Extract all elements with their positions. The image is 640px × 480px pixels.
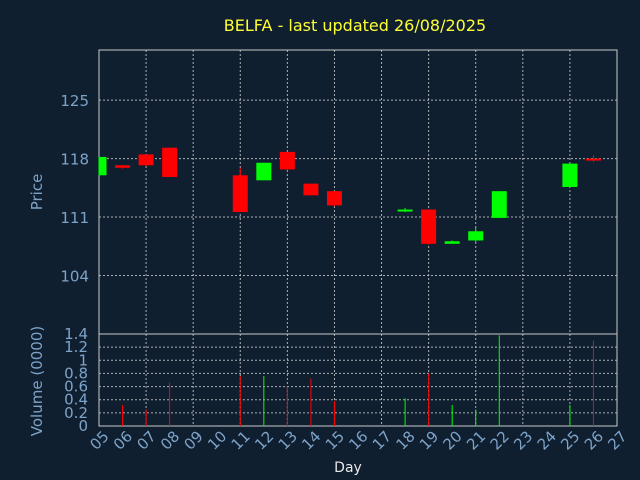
chart-title: BELFA - last updated 26/08/2025 <box>224 16 486 35</box>
candle-body <box>232 175 248 213</box>
x-axis-ticks: 0506070809101112131415161718192021222324… <box>86 427 630 453</box>
candle-body <box>585 158 601 161</box>
x-tick-label: 26 <box>581 427 607 453</box>
candle-body <box>256 162 272 181</box>
volume-tick-label: 0.6 <box>64 378 88 396</box>
volume-tick-label: 1.2 <box>64 338 88 356</box>
candle-body <box>491 191 507 218</box>
x-tick-label: 25 <box>557 427 583 453</box>
candle-body <box>326 191 342 206</box>
volume-tick-label: 0.8 <box>64 364 88 382</box>
price-tick-label: 125 <box>60 92 89 110</box>
x-tick-label: 17 <box>369 427 395 453</box>
volume-axis-label: Volume (0000) <box>28 326 46 436</box>
candle-body <box>99 156 107 176</box>
candle-body <box>468 231 484 241</box>
x-tick-label: 20 <box>440 427 466 453</box>
x-tick-label: 06 <box>110 427 136 453</box>
price-axis-ticks: 104 111 118 125 <box>60 92 89 285</box>
x-tick-label: 18 <box>392 427 418 453</box>
volume-tick-label: 1 <box>78 351 88 369</box>
volume-panel: 00.20.40.60.811.21.4 <box>64 325 618 435</box>
x-tick-label: 05 <box>86 427 112 453</box>
x-axis-label: Day <box>334 460 362 476</box>
x-tick-label: 24 <box>534 427 560 453</box>
volume-bars <box>122 335 594 426</box>
volume-tick-label: 0.2 <box>64 404 88 422</box>
price-grid <box>99 50 617 334</box>
price-tick-label: 111 <box>60 209 89 227</box>
candle-body <box>303 183 319 196</box>
candle-body <box>279 151 295 170</box>
x-tick-label: 13 <box>275 427 301 453</box>
x-tick-label: 07 <box>133 427 159 453</box>
price-tick-label: 104 <box>60 268 89 286</box>
candle-body <box>562 163 578 187</box>
x-tick-label: 19 <box>416 427 442 453</box>
candle-body <box>162 147 178 177</box>
candle-body <box>444 241 460 244</box>
volume-tick-label: 1.4 <box>64 325 88 343</box>
volume-axis-ticks: 00.20.40.60.811.21.4 <box>64 325 88 435</box>
x-tick-label: 14 <box>298 427 324 453</box>
price-axis-label: Price <box>28 174 46 211</box>
price-tick-label: 118 <box>60 151 89 169</box>
x-tick-label: 23 <box>510 427 536 453</box>
volume-tick-label: 0.4 <box>64 391 88 409</box>
x-tick-label: 11 <box>228 427 254 453</box>
candle-body <box>397 209 413 212</box>
x-tick-label: 22 <box>487 427 513 453</box>
x-tick-label: 21 <box>463 427 489 453</box>
candle-body <box>115 165 131 168</box>
x-tick-label: 09 <box>181 427 207 453</box>
candles <box>98 147 601 245</box>
price-panel: 104 111 118 125 <box>60 49 618 335</box>
volume-tick-label: 0 <box>78 417 88 435</box>
volume-grid <box>99 334 617 426</box>
x-tick-label: 16 <box>345 427 371 453</box>
price-plot-frame <box>98 49 618 335</box>
x-tick-label: 27 <box>604 427 630 453</box>
x-tick-label: 08 <box>157 427 183 453</box>
x-tick-label: 15 <box>322 427 348 453</box>
candle-body <box>421 209 437 244</box>
volume-plot-frame <box>98 333 618 427</box>
x-tick-label: 10 <box>204 427 230 453</box>
candle-body <box>138 154 154 166</box>
x-tick-label: 12 <box>251 427 277 453</box>
